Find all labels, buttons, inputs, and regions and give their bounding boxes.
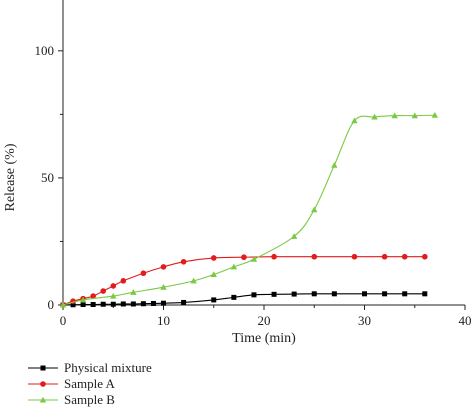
data-point-physical-mixture xyxy=(402,291,408,297)
data-point-sample-a xyxy=(160,264,167,270)
data-point-sample-b xyxy=(351,117,358,124)
data-point-sample-a xyxy=(311,253,318,260)
data-point-sample-b xyxy=(59,301,67,308)
data-point-physical-mixture xyxy=(130,301,136,307)
legend-marker xyxy=(39,396,47,403)
x-tick-label: 0 xyxy=(60,313,67,328)
data-point-physical-mixture xyxy=(251,292,257,298)
data-point-physical-mixture xyxy=(120,301,126,307)
legend-label: Sample B xyxy=(64,392,115,407)
data-point-sample-a xyxy=(351,253,358,260)
series-sample-b xyxy=(59,111,439,308)
x-tick-label: 40 xyxy=(459,313,472,328)
data-point-sample-a xyxy=(210,255,217,261)
y-axis-label: Release (%) xyxy=(3,143,18,211)
data-point-sample-a xyxy=(241,254,247,261)
data-point-sample-a xyxy=(401,253,408,260)
data-point-sample-b xyxy=(411,112,418,119)
data-point-sample-b xyxy=(250,256,258,262)
legend-item-sample-a: Sample A xyxy=(28,376,116,391)
y-tick-label: 100 xyxy=(35,43,55,58)
data-point-physical-mixture xyxy=(331,291,337,297)
data-point-physical-mixture xyxy=(271,291,277,297)
data-point-sample-b xyxy=(290,233,298,239)
data-point-physical-mixture xyxy=(80,301,86,307)
x-tick-label: 20 xyxy=(258,313,271,328)
data-point-sample-b xyxy=(311,206,318,213)
data-point-physical-mixture xyxy=(231,294,237,300)
data-point-physical-mixture xyxy=(100,301,106,307)
legend-label: Physical mixture xyxy=(64,360,152,375)
data-point-sample-b xyxy=(130,289,137,295)
x-tick-label: 30 xyxy=(358,313,371,328)
data-point-sample-b xyxy=(230,263,238,270)
data-point-sample-b xyxy=(210,271,217,278)
data-point-physical-mixture xyxy=(110,301,116,307)
data-point-physical-mixture xyxy=(161,300,166,306)
axes: 0 10 20 30 40 0 50 100 xyxy=(35,0,472,328)
data-point-sample-b xyxy=(331,162,338,168)
data-point-sample-a xyxy=(422,253,428,260)
data-point-sample-b xyxy=(110,292,117,299)
data-point-physical-mixture xyxy=(70,302,76,308)
data-point-physical-mixture xyxy=(181,299,187,305)
data-point-physical-mixture xyxy=(90,301,96,307)
data-point-sample-a xyxy=(110,283,117,289)
x-tick-label: 10 xyxy=(157,313,170,328)
legend-item-sample-b: Sample B xyxy=(28,392,115,407)
data-point-physical-mixture xyxy=(140,301,146,307)
x-axis-label: Time (min) xyxy=(232,331,296,346)
y-tick-label: 50 xyxy=(41,170,54,185)
data-point-physical-mixture xyxy=(382,291,388,297)
data-point-physical-mixture xyxy=(422,291,428,297)
legend-marker xyxy=(40,381,46,387)
data-point-sample-b xyxy=(371,113,378,120)
data-point-sample-b xyxy=(160,284,167,290)
y-tick-label: 0 xyxy=(48,297,55,312)
series-layer xyxy=(59,111,439,308)
data-point-sample-b xyxy=(190,277,197,284)
legend-label: Sample A xyxy=(64,376,116,391)
data-point-physical-mixture xyxy=(362,291,367,297)
data-point-sample-b xyxy=(79,296,87,303)
series-line-sample-b xyxy=(62,114,435,306)
series-sample-a xyxy=(60,253,428,308)
data-point-physical-mixture xyxy=(150,300,156,306)
data-point-physical-mixture xyxy=(211,297,217,303)
data-point-sample-a xyxy=(100,288,106,294)
data-point-sample-b xyxy=(431,111,439,118)
series-physical-mixture xyxy=(60,291,428,308)
legend-item-physical-mixture: Physical mixture xyxy=(28,360,152,375)
data-point-physical-mixture xyxy=(291,291,297,297)
data-point-sample-a xyxy=(381,253,388,260)
data-point-sample-a xyxy=(180,258,187,265)
data-point-physical-mixture xyxy=(311,291,317,297)
legend-marker xyxy=(40,365,46,371)
data-point-sample-b xyxy=(391,112,398,119)
data-point-sample-a xyxy=(271,253,277,260)
data-point-sample-a xyxy=(140,270,147,277)
data-point-sample-a xyxy=(90,293,96,299)
data-point-sample-a xyxy=(120,278,127,284)
